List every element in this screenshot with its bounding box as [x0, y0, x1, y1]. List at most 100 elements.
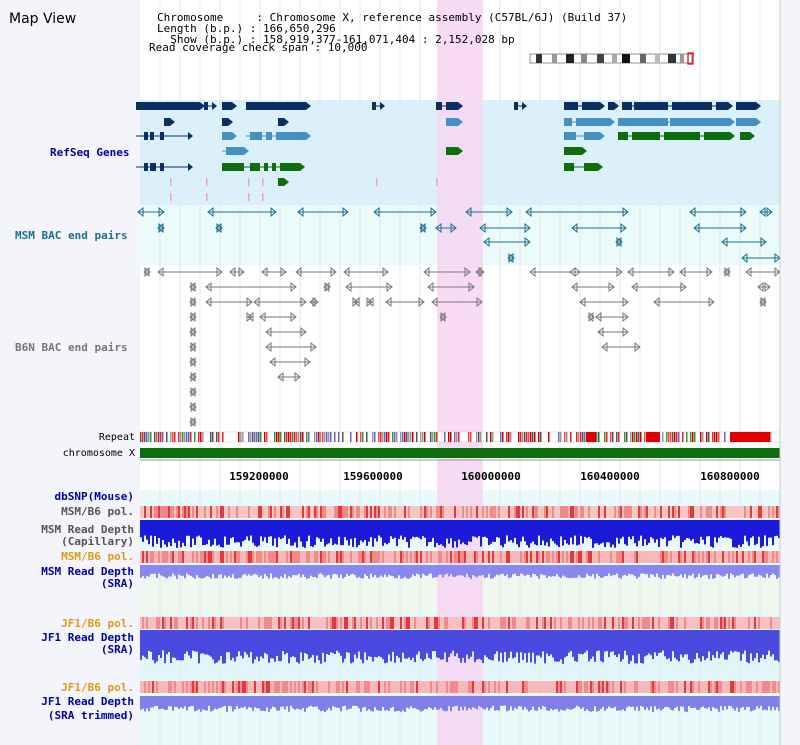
- depth-bar: [654, 520, 656, 543]
- depth-bar: [412, 520, 414, 537]
- depth-bar: [748, 630, 750, 664]
- polymorphism-cell: [498, 617, 500, 629]
- depth-bar: [232, 565, 234, 575]
- msm-depth-cap-label[interactable]: MSM Read Depth: [41, 523, 134, 536]
- depth-bar: [502, 630, 504, 663]
- polymorphism-cell: [414, 506, 416, 518]
- msm-bac-track[interactable]: [137, 206, 781, 264]
- jf1-trim-label[interactable]: JF1 Read Depth: [41, 695, 134, 708]
- msm-depth-sra-label[interactable]: MSM Read Depth: [41, 565, 134, 578]
- polymorphism-cell: [182, 681, 184, 693]
- depth-bar: [430, 696, 432, 709]
- polymorphism-cell: [672, 551, 674, 563]
- gene-arrow: [522, 102, 527, 110]
- depth-bar: [226, 520, 228, 545]
- depth-bar: [366, 565, 368, 576]
- b6n-bac-end: [261, 266, 268, 278]
- depth-bar: [370, 520, 372, 538]
- b6n-bac-end: [189, 311, 196, 323]
- depth-bar: [220, 565, 222, 575]
- polymorphism-cell: [716, 551, 718, 563]
- depth-bar: [710, 565, 712, 575]
- depth-bar: [568, 630, 570, 653]
- polymorphism-cell: [478, 617, 480, 629]
- depth-bar: [350, 630, 352, 664]
- depth-bar: [272, 520, 274, 546]
- depth-bar: [774, 565, 776, 576]
- depth-bar: [574, 565, 576, 578]
- polymorphism-cell: [676, 617, 678, 629]
- polymorphism-cell: [312, 617, 314, 629]
- depth-bar: [622, 520, 624, 537]
- depth-bar: [252, 520, 254, 543]
- refseq-track-label[interactable]: RefSeq Genes: [50, 146, 129, 159]
- polymorphism-cell: [656, 681, 658, 693]
- b6n-bac-end: [760, 296, 767, 308]
- polymorphism-cell: [386, 506, 388, 518]
- depth-bar: [176, 520, 178, 548]
- chromosome-ideogram[interactable]: [529, 52, 694, 65]
- polymorphism-cell: [646, 681, 648, 693]
- polymorphism-cell: [260, 551, 262, 563]
- depth-bar: [650, 565, 652, 575]
- b6n-bac-track[interactable]: [143, 266, 781, 428]
- depth-bar: [658, 565, 660, 578]
- polymorphism-cell: [660, 551, 662, 563]
- polymorphism-cell: [392, 551, 394, 563]
- jf1-depth-label[interactable]: JF1 Read Depth: [41, 631, 134, 644]
- gene-arrow: [756, 118, 761, 126]
- depth-bar: [458, 696, 460, 712]
- gene-arrow: [232, 102, 237, 110]
- depth-bar: [308, 630, 310, 660]
- msm-bac-track-label[interactable]: MSM BAC end pairs: [15, 229, 128, 242]
- depth-bar: [746, 565, 748, 578]
- jf1-pol-label[interactable]: JF1/B6 pol.: [61, 617, 134, 630]
- polymorphism-cell: [626, 506, 628, 518]
- jf1-pol2-label[interactable]: JF1/B6 pol.: [61, 681, 134, 694]
- depth-bar: [306, 696, 308, 708]
- depth-bar: [398, 520, 400, 539]
- depth-bar: [150, 565, 152, 574]
- polymorphism-cell: [140, 681, 142, 693]
- depth-bar: [294, 696, 296, 710]
- msm-pol2-label[interactable]: MSM/B6 pol.: [61, 550, 134, 563]
- depth-bar: [726, 565, 728, 574]
- depth-bar: [266, 696, 268, 708]
- b6n-bac-end: [367, 296, 374, 308]
- msm-pol-label[interactable]: MSM/B6 pol.: [61, 505, 134, 518]
- depth-bar: [468, 520, 470, 542]
- polymorphism-cell: [256, 506, 258, 518]
- polymorphism-cell: [512, 681, 514, 693]
- depth-bar: [390, 696, 392, 708]
- polymorphism-cell: [580, 617, 582, 629]
- refseq-genes-track[interactable]: [136, 102, 761, 201]
- depth-bar: [394, 565, 396, 579]
- depth-bar: [642, 696, 644, 707]
- dbsnp-label[interactable]: dbSNP(Mouse): [55, 490, 134, 503]
- b6n-bac-end: [259, 311, 266, 323]
- polymorphism-cell: [526, 506, 528, 518]
- polymorphism-cell: [162, 681, 164, 693]
- polymorphism-cell: [708, 506, 710, 518]
- repeat-mark: [566, 432, 568, 442]
- polymorphism-cell: [352, 681, 354, 693]
- msm-bac-end: [157, 222, 164, 234]
- depth-bar: [604, 520, 606, 548]
- polymorphism-cell: [776, 681, 778, 693]
- depth-bar: [196, 520, 198, 537]
- polymorphism-cell: [174, 681, 176, 693]
- depth-bar: [676, 565, 678, 577]
- polymorphism-cell: [324, 681, 326, 693]
- polymorphism-cell: [718, 506, 720, 518]
- polymorphism-cell: [482, 681, 484, 693]
- polymorphism-cell: [554, 681, 556, 693]
- polymorphism-cell: [742, 617, 744, 629]
- polymorphism-cell: [682, 681, 684, 693]
- depth-bar: [154, 565, 156, 574]
- depth-bar: [296, 565, 298, 576]
- b6n-bac-track-label[interactable]: B6N BAC end pairs: [15, 341, 128, 354]
- depth-bar: [296, 630, 298, 663]
- polymorphism-cell: [658, 551, 660, 563]
- depth-bar: [706, 630, 708, 659]
- depth-bar: [690, 520, 692, 541]
